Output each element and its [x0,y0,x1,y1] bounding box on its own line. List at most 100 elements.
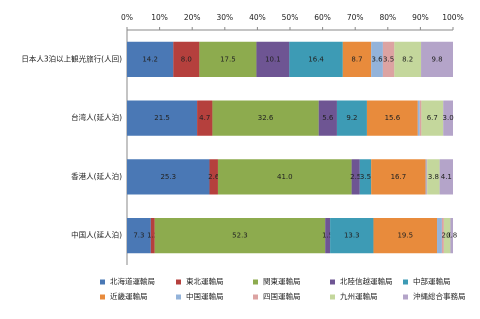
legend-swatch [100,294,105,300]
data-label: 3.6 [371,55,383,63]
bar-segment [351,159,360,195]
bar-segment [443,100,453,136]
bar-segment [450,218,453,254]
data-label: 1.5 [322,232,333,240]
bar-segment [425,159,427,195]
x-tick-label: 90% [412,13,429,22]
y-tick-label: 日本人3泊以上観光旅行(人回) [21,53,122,63]
x-tick-label: 10% [151,13,168,22]
bar-segment [443,218,451,254]
legend-label: 中国運輸局 [186,291,224,301]
bar-segment [437,218,442,254]
data-label: 8.0 [181,55,192,63]
bar-segment [318,100,337,136]
legend-swatch [253,279,258,285]
data-label: 17.5 [220,55,236,63]
bar-segment [127,218,151,254]
x-tick-label: 40% [249,13,266,22]
data-label: 9.8 [431,55,442,63]
bar-segment [427,159,440,195]
data-label: 41.0 [277,173,293,181]
data-label: 21.5 [154,114,170,122]
legend-swatch [330,279,335,285]
bar-segment [127,41,174,77]
bar-segment [127,100,198,136]
legend-label: 中部運輸局 [413,276,451,286]
legend-label: 関東運輸局 [263,276,301,286]
x-tick-label: 60% [314,13,331,22]
data-label: 3.5 [360,173,371,181]
legend-swatch [176,294,181,300]
legend-swatch [403,294,408,300]
bar-segment [150,218,155,254]
bar-segment [209,159,218,195]
data-label: 3.0 [443,114,454,122]
bar-segment [342,41,372,77]
data-label: 16.7 [391,173,407,181]
data-label: 3.5 [383,55,394,63]
legend-swatch [330,294,335,300]
bar-segment [373,218,438,254]
legend-label: 東北運輸局 [186,276,224,286]
bar-segment [394,41,422,77]
bar-segment [127,159,210,195]
data-label: 2.6 [208,173,220,181]
bar-segment [289,41,343,77]
legend-label: 沖縄総合事務局 [413,291,466,301]
bar-segment [359,159,372,195]
data-label: 25.3 [160,173,176,181]
data-label: 10.1 [265,55,281,63]
y-tick-label: 台湾人(延人泊) [71,112,122,122]
data-label: 15.6 [385,114,401,122]
data-label: 32.6 [258,114,274,122]
bar-segment [366,100,418,136]
bar-segment [256,41,290,77]
data-label: 2.0 [442,232,453,240]
legend-label: 九州運輸局 [340,291,378,301]
bar-segment [371,159,426,195]
bar-segment [417,100,420,136]
x-tick-label: 0% [121,13,133,22]
bar-segment [330,218,374,254]
data-label: 4.1 [441,173,452,181]
bar-segment [421,100,444,136]
legend-label: 近畿運輸局 [110,291,148,301]
x-tick-label: 30% [216,13,233,22]
bar-segment [325,218,331,254]
bar-segment [212,100,319,136]
bar-segment [439,159,453,195]
data-label: 8.7 [351,55,362,63]
bar-segment [421,41,453,77]
data-label: 14.2 [142,55,158,63]
legend-swatch [403,279,408,285]
data-label: 5.6 [322,114,334,122]
bar-segment [199,41,257,77]
data-label: 4.7 [199,114,210,122]
data-label: 3.8 [428,173,439,181]
x-tick-label: 100% [442,13,463,22]
legend-swatch [176,279,181,285]
bar-segment [217,159,352,195]
bar-segment [419,100,422,136]
data-label: 9.2 [346,114,357,122]
legend-label: 北海道運輸局 [110,276,155,286]
bar-segment [336,100,367,136]
data-label: 6.7 [427,114,438,122]
legend-swatch [253,294,258,300]
legend-swatch [100,279,105,285]
data-label: 19.5 [397,232,413,240]
y-tick-label: 香港人(延人泊) [71,171,122,181]
data-label: 52.3 [232,232,248,240]
bar-segment [173,41,200,77]
bar-segment [197,100,213,136]
data-label: 13.3 [344,232,360,240]
x-tick-label: 50% [282,13,299,22]
x-tick-label: 70% [347,13,364,22]
bar-segment [426,159,428,195]
data-label: 0.8 [446,232,457,240]
data-label: 7.3 [133,232,144,240]
x-tick-label: 20% [184,13,201,22]
bar-segment [154,218,326,254]
y-tick-label: 中国人(延人泊) [71,230,122,240]
